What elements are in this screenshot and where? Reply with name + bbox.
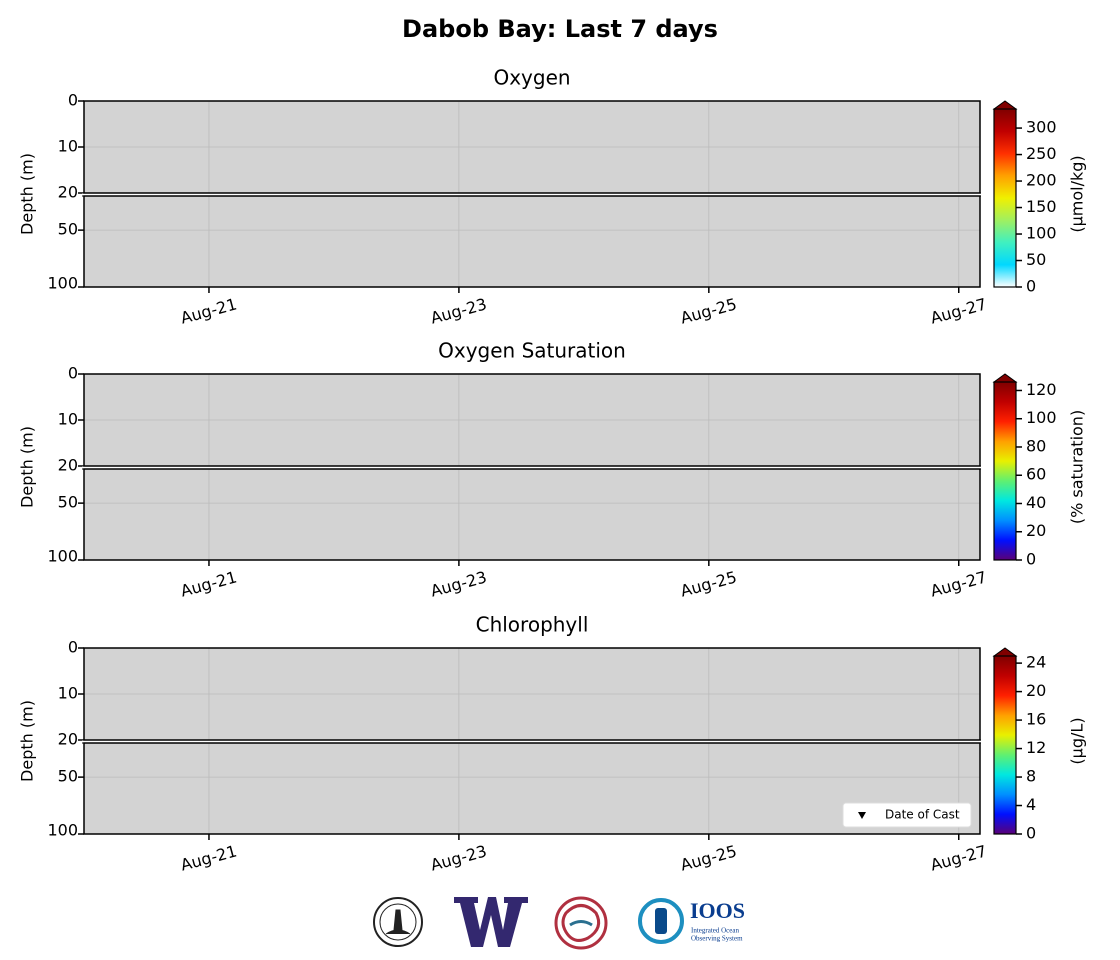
colorbar-tick-label: 40 xyxy=(1026,493,1046,512)
x-tick-label: Aug-21 xyxy=(179,294,239,327)
y-tick-label: 50 xyxy=(58,493,78,512)
x-tick-label: Aug-27 xyxy=(928,567,988,600)
colorbar-tick-label: 50 xyxy=(1026,250,1046,269)
logo-ioos-mark xyxy=(655,908,667,934)
plot-frame xyxy=(83,100,981,194)
x-tick-label: Aug-23 xyxy=(428,294,488,327)
colorbar-tick-label: 80 xyxy=(1026,436,1046,455)
logo-ioos-ring xyxy=(638,898,684,944)
colorbar-label: (μmol/kg) xyxy=(1068,155,1087,232)
y-tick-label: 50 xyxy=(58,220,78,239)
colorbar-extend xyxy=(992,373,1018,383)
colorbar-tick-label: 300 xyxy=(1026,118,1057,137)
colorbar-tick-label: 20 xyxy=(1026,681,1046,700)
y-tick-label: 100 xyxy=(47,274,78,293)
colorbar xyxy=(994,109,1016,287)
panel-title: Oxygen Saturation xyxy=(438,339,626,363)
colorbar-tick-label: 0 xyxy=(1026,277,1036,296)
colorbar-tick-label: 16 xyxy=(1026,710,1046,729)
panel-title: Chlorophyll xyxy=(476,613,589,637)
y-axis-label: Depth (m) xyxy=(18,153,37,235)
y-tick-label: 0 xyxy=(68,91,78,110)
axis-break xyxy=(82,740,982,743)
colorbar-tick-label: 24 xyxy=(1026,653,1046,672)
y-tick-label: 0 xyxy=(68,364,78,383)
x-tick-label: Aug-23 xyxy=(428,841,488,874)
panel-title: Oxygen xyxy=(493,66,570,90)
colorbar-frame xyxy=(993,381,1017,561)
x-tick-label: Aug-23 xyxy=(428,567,488,600)
plot-frame xyxy=(83,742,981,835)
colorbar-frame xyxy=(993,108,1017,288)
colorbar-tick-label: 8 xyxy=(1026,767,1036,786)
x-tick-label: Aug-25 xyxy=(678,294,738,327)
colorbar-tick-label: 4 xyxy=(1026,795,1036,814)
x-tick-label: Aug-21 xyxy=(179,567,239,600)
x-tick-label: Aug-25 xyxy=(678,567,738,600)
logos: IOOS Integrated Ocean Observing System xyxy=(373,896,745,950)
colorbar xyxy=(994,656,1016,834)
x-tick-label: Aug-27 xyxy=(928,294,988,327)
colorbar-extend xyxy=(992,100,1018,110)
x-tick-label: Aug-27 xyxy=(928,841,988,874)
y-tick-label: 10 xyxy=(58,684,78,703)
figure-title: Dabob Bay: Last 7 days xyxy=(402,15,718,43)
plot-frame xyxy=(83,195,981,288)
y-tick-label: 10 xyxy=(58,410,78,429)
plot-frame xyxy=(83,647,981,741)
axis-break xyxy=(82,466,982,469)
colorbar-tick-label: 200 xyxy=(1026,171,1057,190)
plot-frame xyxy=(83,468,981,561)
logo-uw xyxy=(454,897,528,947)
colorbar-tick-label: 0 xyxy=(1026,550,1036,569)
colorbar-tick-label: 150 xyxy=(1026,197,1057,216)
colorbar-tick-label: 100 xyxy=(1026,408,1057,427)
y-tick-label: 20 xyxy=(58,456,78,475)
colorbar-tick-label: 120 xyxy=(1026,380,1057,399)
y-axis-label: Depth (m) xyxy=(18,700,37,782)
logo-seal-ring xyxy=(379,903,417,941)
axis-break xyxy=(82,193,982,196)
colorbar-tick-label: 100 xyxy=(1026,224,1057,243)
logo-seal-icon xyxy=(385,909,411,935)
legend-marker xyxy=(858,812,866,819)
y-tick-label: 100 xyxy=(47,547,78,566)
colorbar xyxy=(994,382,1016,560)
colorbar-tick-label: 60 xyxy=(1026,465,1046,484)
logo-tribal-art xyxy=(561,904,601,942)
colorbar-frame xyxy=(993,655,1017,835)
plot-frame xyxy=(83,373,981,467)
y-tick-label: 20 xyxy=(58,183,78,202)
colorbar-label: (% saturation) xyxy=(1068,410,1087,524)
logo-ioos-sub: Observing System xyxy=(691,935,743,943)
y-tick-label: 10 xyxy=(58,137,78,156)
logo-tribal-wave xyxy=(569,920,593,927)
colorbar-extend xyxy=(992,647,1018,657)
colorbar-tick-label: 12 xyxy=(1026,738,1046,757)
colorbar-tick-label: 250 xyxy=(1026,144,1057,163)
y-tick-label: 20 xyxy=(58,730,78,749)
x-tick-label: Aug-25 xyxy=(678,841,738,874)
y-axis-label: Depth (m) xyxy=(18,426,37,508)
y-tick-label: 0 xyxy=(68,638,78,657)
logo-ioos-sub: Integrated Ocean xyxy=(691,927,739,935)
logo-ioos-text: IOOS xyxy=(690,898,745,923)
colorbar-label: (μg/L) xyxy=(1068,717,1087,764)
legend-box xyxy=(842,802,972,828)
legend-label: Date of Cast xyxy=(885,808,960,822)
y-tick-label: 100 xyxy=(47,821,78,840)
colorbar-tick-label: 20 xyxy=(1026,521,1046,540)
y-tick-label: 50 xyxy=(58,767,78,786)
x-tick-label: Aug-21 xyxy=(179,841,239,874)
colorbar-tick-label: 0 xyxy=(1026,824,1036,843)
